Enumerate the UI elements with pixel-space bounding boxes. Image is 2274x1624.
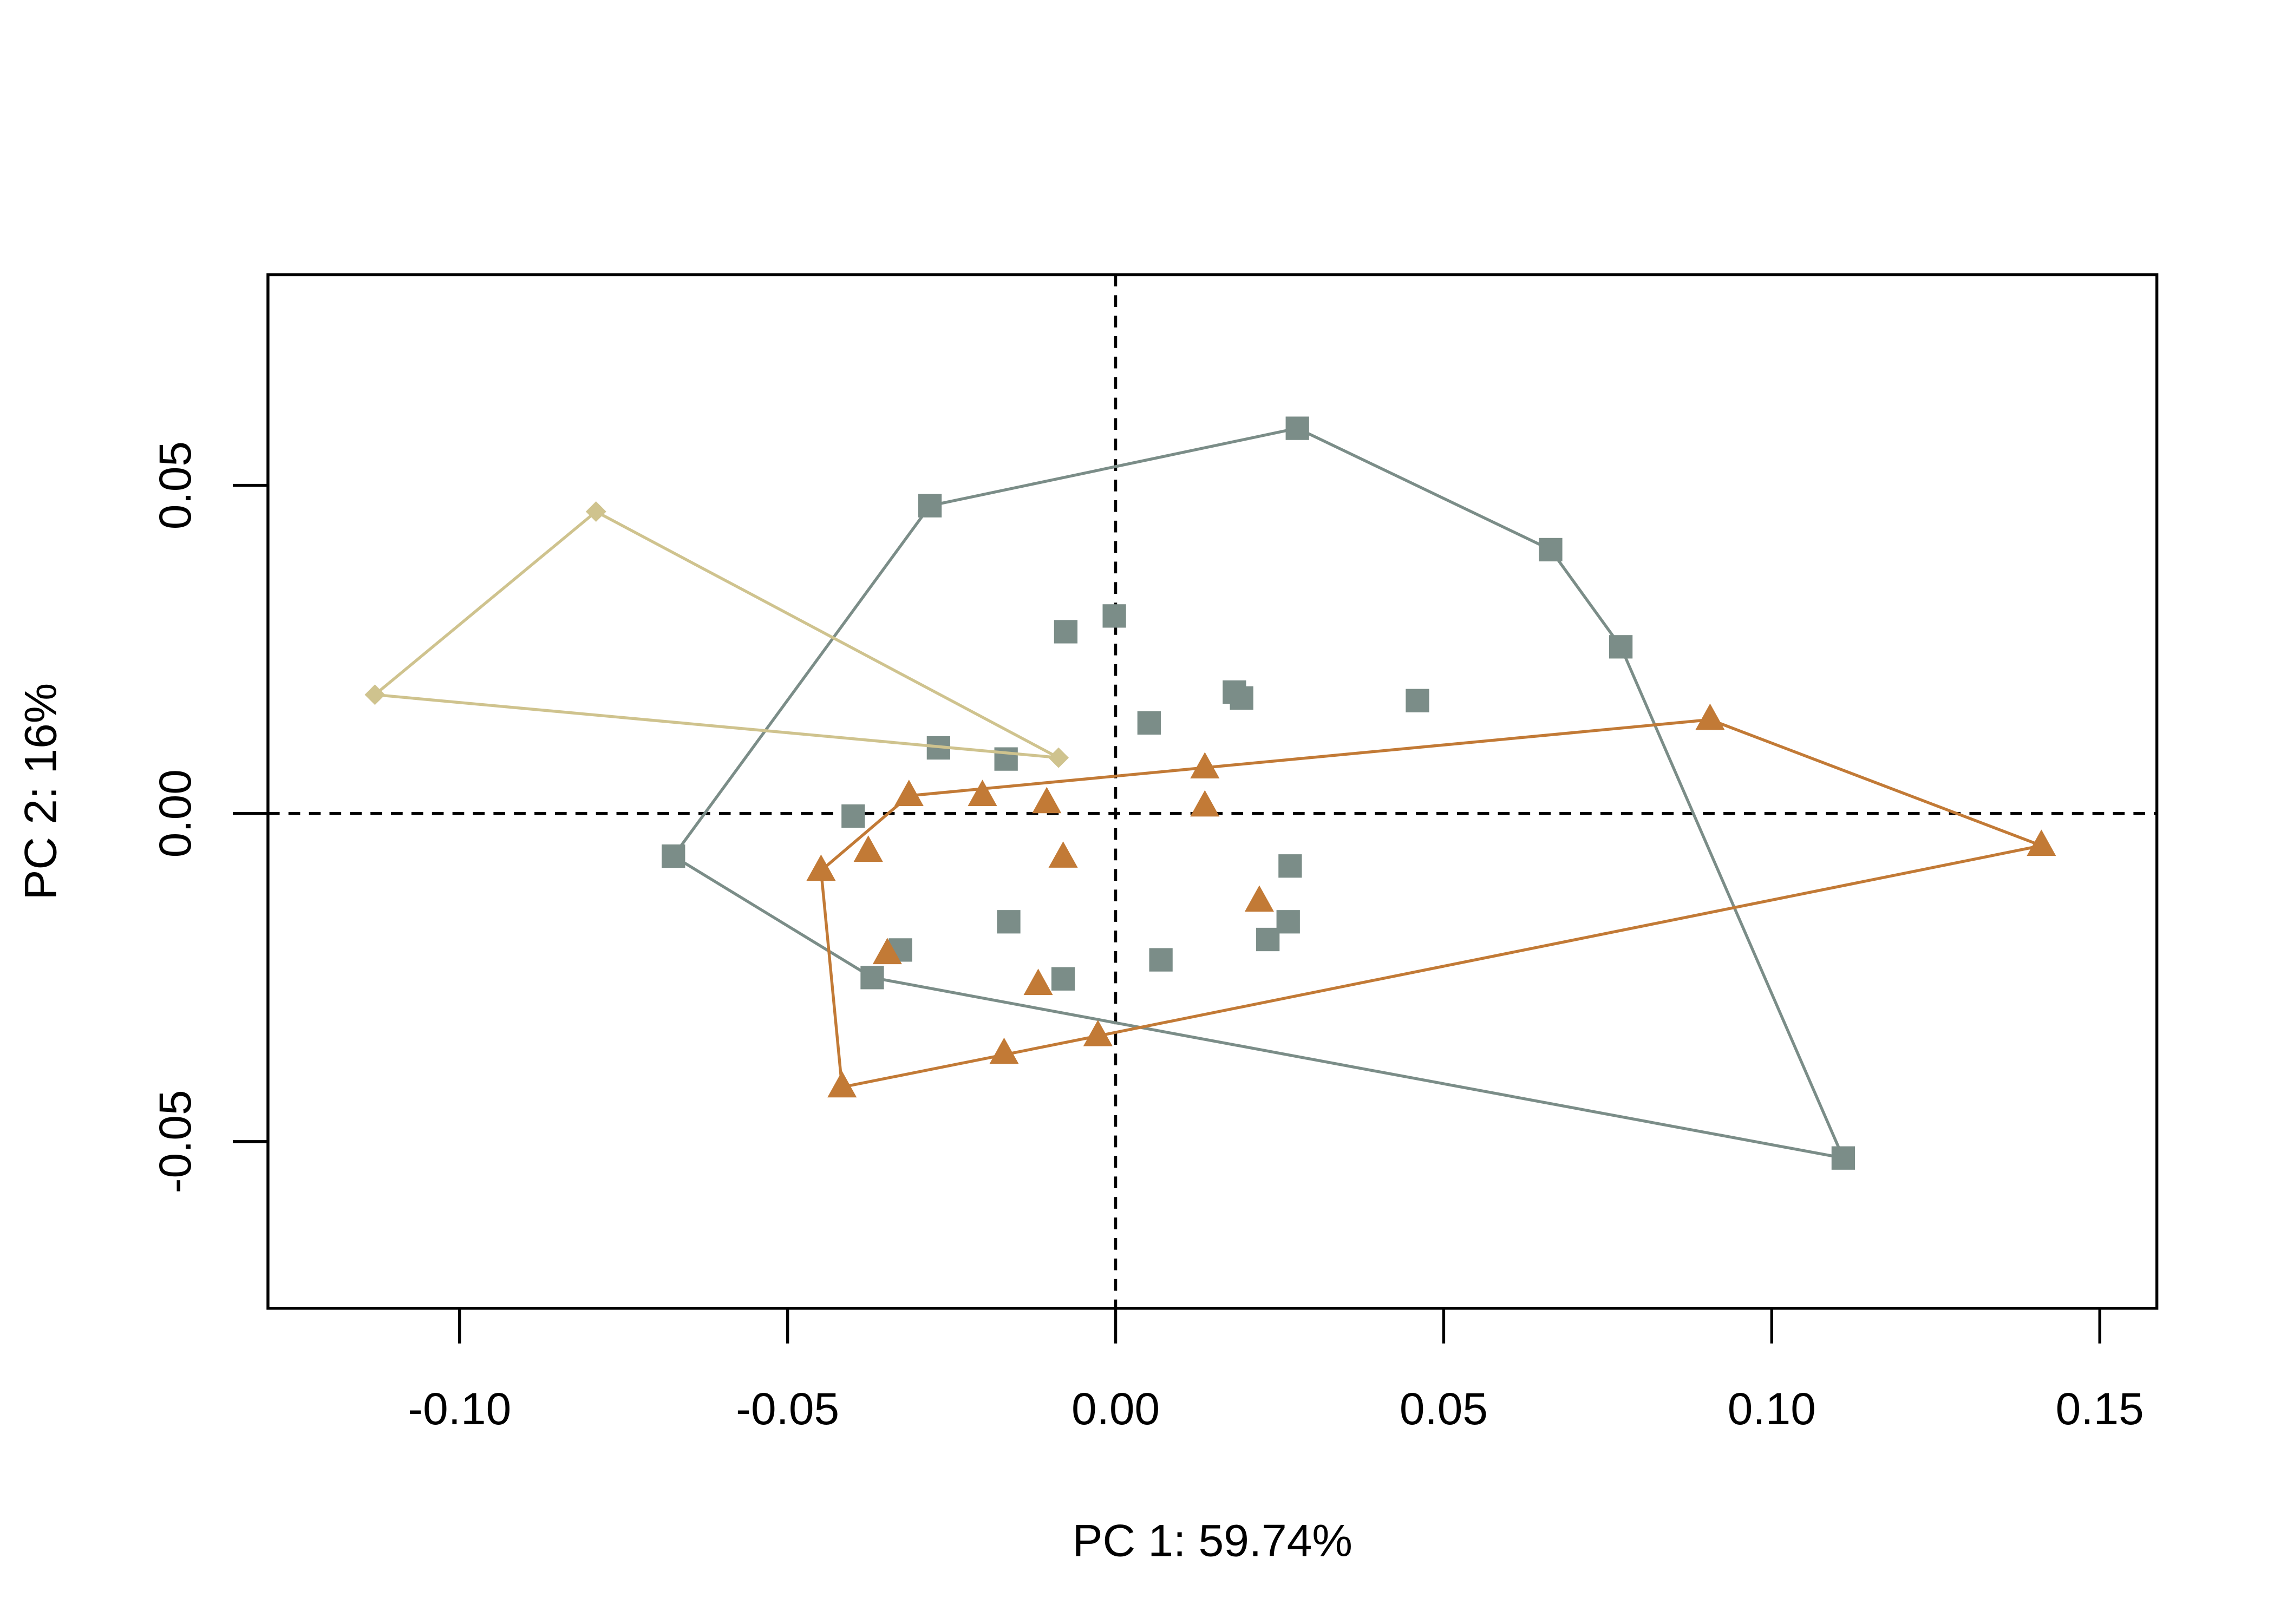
- point: [1048, 841, 1078, 868]
- point: [364, 684, 385, 705]
- point: [1256, 927, 1280, 952]
- x-tick-label: 0.05: [1400, 1383, 1488, 1434]
- x-tick-label: -0.05: [736, 1383, 839, 1434]
- point: [1278, 854, 1302, 878]
- y-axis-label: PC 2: 16%: [15, 683, 66, 900]
- y-tick-label: 0.05: [149, 441, 200, 529]
- point: [1406, 689, 1429, 712]
- point: [989, 1037, 1019, 1064]
- point: [841, 804, 865, 828]
- point: [1609, 635, 1633, 659]
- point: [860, 966, 884, 990]
- hull: [371, 509, 1060, 759]
- point: [872, 938, 902, 965]
- point: [1048, 747, 1069, 768]
- point: [1054, 620, 1078, 644]
- x-axis-label: PC 1: 59.74%: [1073, 1515, 1352, 1566]
- point: [662, 844, 685, 868]
- x-tick-label: 0.15: [2056, 1383, 2144, 1434]
- x-tick-label: 0.10: [1728, 1383, 1816, 1434]
- point: [853, 835, 883, 862]
- point: [1051, 967, 1075, 991]
- point: [1190, 790, 1220, 817]
- point: [1023, 968, 1053, 996]
- point: [2027, 829, 2056, 856]
- y-tick-label: 0.00: [149, 769, 200, 857]
- point: [1149, 948, 1173, 972]
- point: [968, 780, 997, 806]
- point: [997, 910, 1021, 934]
- point: [1083, 1019, 1113, 1046]
- point: [1695, 703, 1725, 730]
- point: [1190, 752, 1220, 779]
- x-tick-label: -0.10: [408, 1383, 511, 1434]
- y-tick-label: -0.05: [149, 1090, 200, 1193]
- point: [1244, 885, 1274, 912]
- point: [1539, 538, 1563, 562]
- point: [918, 494, 942, 518]
- point: [1102, 604, 1126, 628]
- background: [0, 6, 2274, 1618]
- point: [1285, 416, 1309, 440]
- point: [894, 780, 924, 806]
- point: [827, 1071, 857, 1098]
- hull: [671, 427, 1846, 1160]
- plot-frame: [266, 273, 2159, 1310]
- point: [1276, 910, 1300, 934]
- point: [1230, 686, 1253, 710]
- point: [806, 854, 836, 881]
- point: [1137, 711, 1161, 735]
- point: [1831, 1146, 1855, 1170]
- x-tick-label: 0.00: [1071, 1383, 1160, 1434]
- point: [585, 501, 606, 522]
- point: [1032, 787, 1062, 814]
